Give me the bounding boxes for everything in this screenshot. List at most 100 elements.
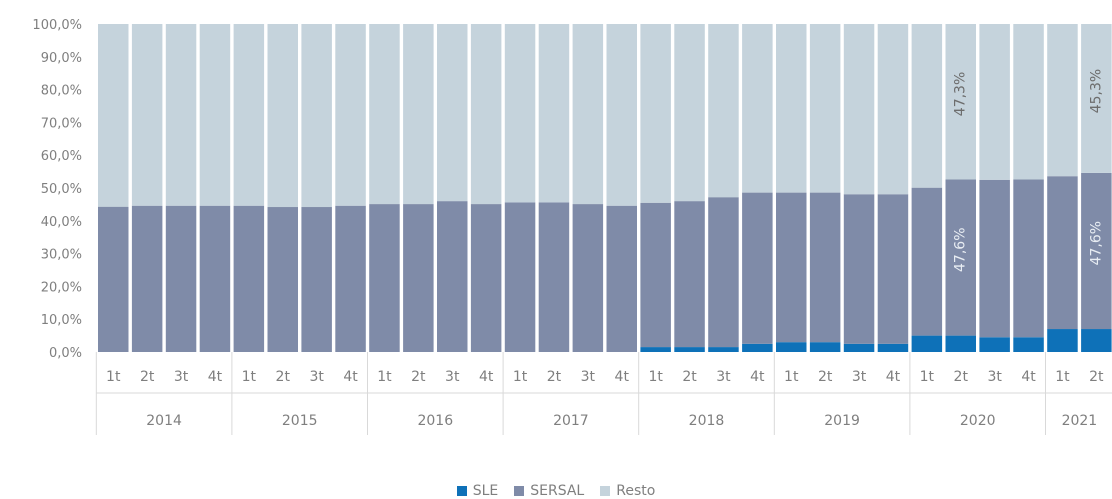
x-group-label: 2016 [417,413,453,429]
bar-segment-sle [843,343,875,352]
y-tick-label: 80,0% [41,84,82,99]
y-tick-label: 70,0% [41,116,82,131]
x-group-label: 2018 [689,413,725,429]
x-category-label: 3t [309,369,324,385]
x-category-label: 2t [140,369,155,385]
x-category-label: 3t [581,369,596,385]
bar-segment-sersal [674,201,705,348]
bar-segment-resto [267,24,298,208]
annotations: 47,3% 47,6% 45,3% 47,6% [953,69,1105,272]
bar-segment-sersal [1081,172,1112,330]
bar-segment-sersal [1013,179,1044,338]
x-category-label: 1t [242,369,257,385]
bar-segment-resto [843,24,875,195]
legend-swatch-sle [456,486,467,496]
x-axis: 1t 2t 3t 4t 1t 2t 3t 4t 1t 2t 3t 4t 1t 2t 3t 4t 1t 2t 3t 4t… [95,352,1112,435]
bar-segment-resto [1081,24,1112,173]
bar-segment-sersal [742,192,773,344]
x-category-label: 1t [920,369,935,385]
bar-segment-resto [301,24,332,208]
legend-swatch-sersal [514,486,525,496]
bar-segment-resto [877,24,909,195]
y-tick-label: 90,0% [41,51,82,66]
bar-segment-resto [470,24,502,205]
value-annotation: 47,6% [1088,221,1104,265]
bar-segment-sersal [165,205,197,352]
x-category-label: 1t [513,369,528,385]
bar-segment-sersal [199,205,231,352]
bar-segment-sle [877,343,909,352]
bar-segment-sle [708,347,739,352]
x-category-label: 2t [276,369,291,385]
y-axis: 0,0% 10,0% 20,0% 30,0% 40,0% 50,0% 60,0% 70,0% 8… [32,18,82,361]
bars [98,24,1112,352]
x-category-label: 4t [343,369,358,385]
bar-segment-sersal [776,192,807,343]
bar-segment-resto [369,24,400,205]
bar-segment-resto [572,24,604,205]
bar-segment-resto [979,24,1010,180]
x-category-label: 3t [445,369,460,385]
x-category-label: 4t [615,369,630,385]
bar-segment-sersal [606,205,637,352]
bar-segment-resto [1013,24,1044,180]
x-group-label: 2014 [146,413,182,429]
bar-segment-resto [131,24,163,206]
bar-segment-sle [911,335,943,352]
x-category-label: 2t [1089,369,1104,385]
legend-label-sle: SLE [472,483,499,499]
bar-segment-resto [504,24,536,203]
bar-segment-sersal [1047,176,1078,330]
bar-segment-sersal [504,202,536,352]
bar-segment-resto [199,24,231,206]
x-category-label: 4t [208,369,223,385]
bar-segment-resto [98,24,129,207]
x-category-label: 3t [987,369,1002,385]
bar-segment-sle [1081,329,1112,352]
bar-segment-sle [979,337,1010,352]
legend: SLE SERSAL Resto [0,484,1112,498]
bar-segment-resto [403,24,434,205]
bar-segment-sle [742,343,773,352]
y-tick-label: 40,0% [41,215,82,230]
bar-segment-sle [809,342,841,352]
x-category-label: 1t [106,369,121,385]
bar-segment-sle [1047,329,1078,352]
legend-item-sle: SLE [456,483,499,499]
bar-segment-resto [708,24,739,198]
bar-segment-sersal [335,205,366,352]
legend-swatch-resto [600,486,611,496]
bar-segment-resto [335,24,366,206]
x-group-label: 2015 [282,413,318,429]
x-category-label: 2t [547,369,562,385]
value-annotation: 47,6% [953,227,969,271]
bar-segment-sersal [572,204,604,352]
bar-segment-sersal [403,204,434,352]
x-category-label: 2t [411,369,426,385]
x-group-label: 2017 [553,413,589,429]
bar-segment-sersal [369,204,400,352]
bar-segment-resto [1047,24,1078,177]
bar-segment-sersal [233,205,265,352]
bar-segment-resto [809,24,841,193]
bar-segment-sersal [843,194,875,344]
bar-segment-sersal [131,205,163,352]
value-annotation: 47,3% [953,72,969,116]
bar-segment-resto [640,24,671,203]
bar-segment-sersal [267,207,298,352]
bar-segment-sle [640,347,671,352]
bar-segment-sersal [877,194,909,344]
bar-segment-sersal [470,204,502,352]
legend-item-sersal: SERSAL [514,484,584,498]
y-tick-label: 0,0% [49,346,82,361]
bar-segment-resto [776,24,807,193]
bar-segment-sersal [945,179,976,336]
bar-segment-sersal [640,202,671,348]
bar-segment-resto [233,24,265,206]
legend-label-resto: Resto [616,483,656,499]
bar-segment-sersal [301,207,332,352]
x-category-label: 2t [682,369,697,385]
y-tick-label: 10,0% [41,313,82,328]
x-group-label: 2019 [824,413,860,429]
x-category-label: 2t [818,369,833,385]
